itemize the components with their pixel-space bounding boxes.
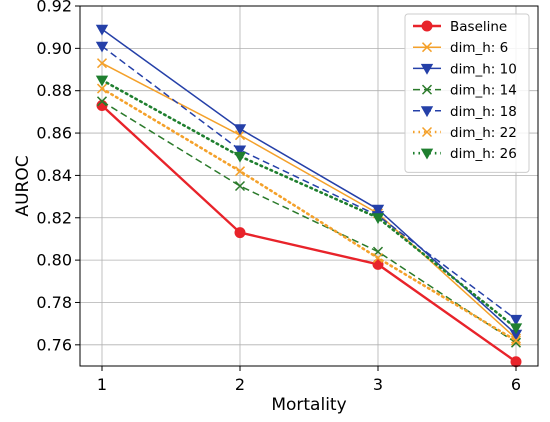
data-point [95, 24, 109, 36]
legend-label: dim_h: 14 [450, 83, 517, 99]
series-0 [96, 100, 522, 368]
series-5 [96, 83, 522, 346]
series-line [100, 87, 518, 342]
data-point [372, 258, 384, 270]
series-6 [95, 75, 523, 335]
x-tick-label: 2 [235, 375, 245, 394]
series-line [101, 104, 517, 363]
data-point [234, 180, 246, 192]
legend-entry: Baseline [413, 19, 507, 35]
legend-label: dim_h: 10 [450, 61, 517, 77]
legend-marker [420, 148, 434, 160]
x-tick-label: 3 [373, 375, 383, 394]
y-tick-label: 0.90 [36, 39, 72, 58]
series-lines [95, 24, 523, 368]
data-point [509, 323, 523, 335]
legend-marker [421, 126, 433, 138]
series-line [100, 78, 518, 330]
data-point [371, 204, 385, 216]
y-tick-label: 0.88 [36, 81, 72, 100]
data-point [372, 252, 384, 264]
legend-entry: dim_h: 18 [413, 104, 517, 120]
data-point [233, 145, 247, 157]
legend-marker [420, 106, 434, 118]
data-point [234, 227, 246, 239]
y-tick-label: 0.82 [36, 208, 72, 227]
legend-entry: dim_h: 6 [413, 40, 508, 56]
legend-label: dim_h: 18 [450, 104, 517, 120]
legend-entry: dim_h: 26 [413, 146, 517, 162]
legend-marker [421, 42, 433, 53]
x-axis-label: Mortality [271, 395, 346, 415]
data-point [96, 58, 108, 69]
data-point [233, 151, 247, 163]
legend-marker [420, 63, 434, 75]
legend-entry: dim_h: 10 [413, 61, 517, 77]
data-point [371, 213, 385, 225]
legend-marker [421, 84, 433, 95]
data-point [233, 124, 247, 136]
y-tick-label: 0.92 [36, 0, 72, 16]
y-axis-label: AUROC [13, 155, 33, 216]
series-line [101, 100, 517, 344]
legend-label: dim_h: 26 [450, 146, 517, 162]
data-point [96, 96, 108, 107]
data-point [96, 83, 108, 94]
y-tick-label: 0.76 [36, 335, 72, 354]
legend-label: Baseline [450, 19, 507, 35]
data-point [234, 166, 246, 177]
plot-frame [79, 5, 539, 367]
legend: Baseline dim_h: 6 dim_h: 10 dim_h: 14 dim_h:… [404, 13, 530, 173]
axis-ticks: 1 2 3 6 0.76 0.78 0.80 0.82 0.84 0.86 0.88 0.90 0.92 [36, 0, 521, 394]
legend-entry: dim_h: 14 [413, 83, 517, 99]
legend-entry: dim_h: 22 [413, 125, 517, 141]
data-point [95, 75, 109, 87]
data-point [95, 41, 109, 53]
y-tick-label: 0.78 [36, 293, 72, 312]
series-2 [95, 24, 523, 341]
series-line [101, 28, 517, 335]
y-tick-label: 0.86 [36, 124, 72, 143]
legend-label: dim_h: 22 [450, 125, 517, 141]
data-point [510, 335, 522, 346]
x-tick-label: 1 [97, 375, 107, 394]
data-point [509, 314, 523, 326]
x-tick-label: 6 [511, 375, 521, 394]
series-line [101, 45, 517, 321]
series-line [101, 62, 517, 340]
legend-marker [421, 20, 433, 32]
y-tick-label: 0.80 [36, 251, 72, 270]
legend-label: dim_h: 6 [450, 40, 508, 56]
data-point [510, 356, 522, 368]
data-point [234, 130, 246, 141]
y-tick-label: 0.84 [36, 166, 72, 185]
